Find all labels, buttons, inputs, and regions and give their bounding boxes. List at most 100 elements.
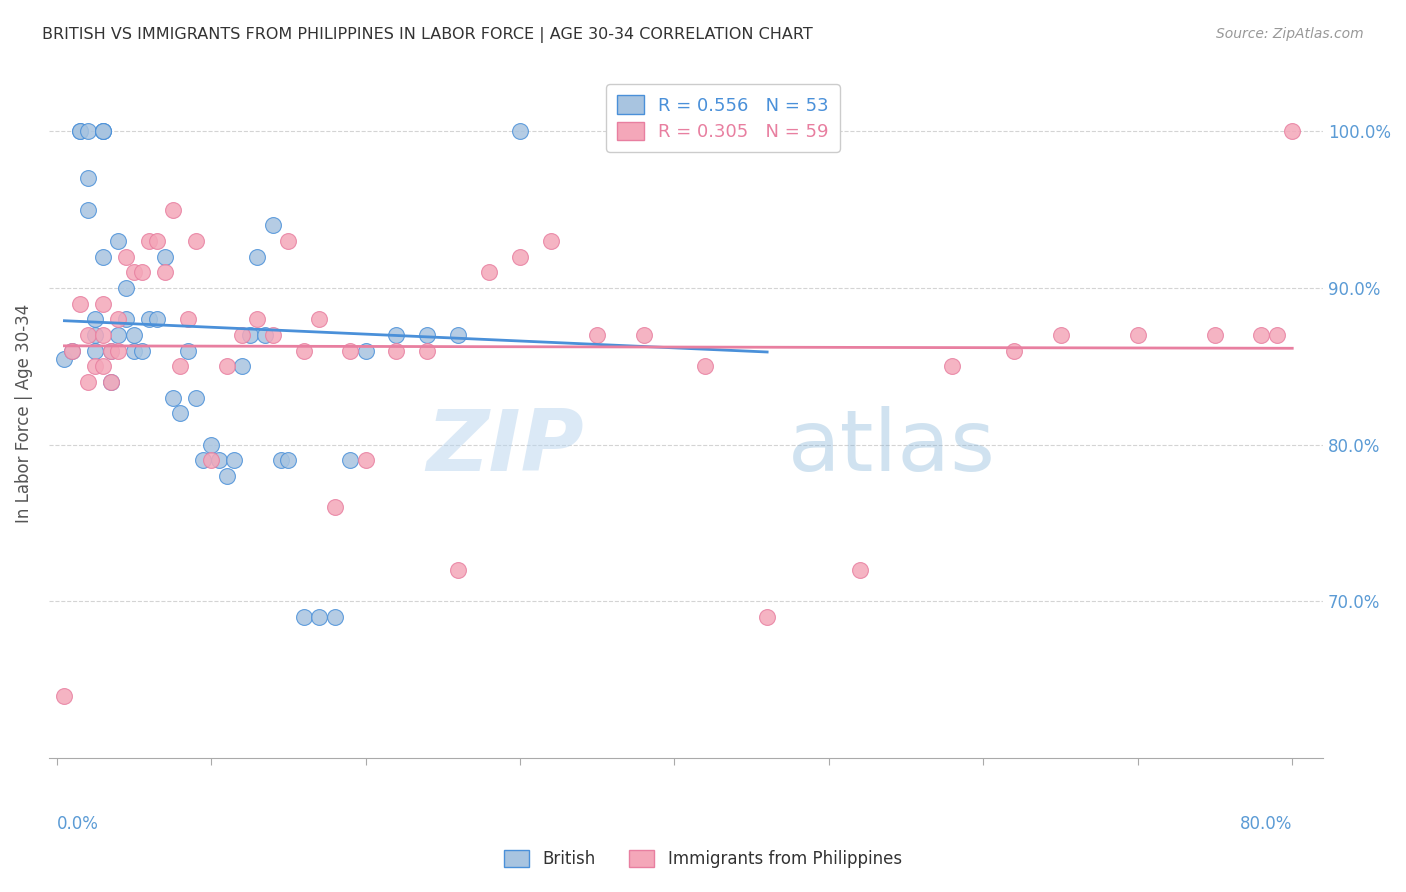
- Point: [122, 328, 145, 343]
- Point: [122, 265, 145, 279]
- Point: [177, 312, 200, 326]
- Point: [100, 375, 122, 389]
- Point: [138, 234, 160, 248]
- Point: [1265, 328, 1288, 343]
- Point: [115, 312, 138, 326]
- Point: [941, 359, 963, 374]
- Point: [115, 281, 138, 295]
- Point: [193, 453, 215, 467]
- Point: [131, 265, 153, 279]
- Point: [169, 359, 191, 374]
- Point: [162, 202, 184, 217]
- Point: [756, 610, 779, 624]
- Point: [100, 343, 122, 358]
- Point: [1250, 328, 1272, 343]
- Point: [478, 265, 501, 279]
- Point: [447, 328, 470, 343]
- Point: [60, 343, 83, 358]
- Point: [323, 500, 346, 515]
- Point: [270, 453, 292, 467]
- Y-axis label: In Labor Force | Age 30-34: In Labor Force | Age 30-34: [15, 304, 32, 523]
- Point: [208, 453, 231, 467]
- Point: [540, 234, 562, 248]
- Point: [215, 359, 238, 374]
- Point: [695, 359, 717, 374]
- Point: [91, 124, 114, 138]
- Point: [262, 219, 284, 233]
- Point: [69, 124, 91, 138]
- Point: [1281, 124, 1303, 138]
- Point: [91, 250, 114, 264]
- Point: [153, 265, 176, 279]
- Point: [53, 689, 76, 703]
- Point: [292, 343, 315, 358]
- Point: [162, 391, 184, 405]
- Point: [200, 453, 222, 467]
- Point: [122, 343, 145, 358]
- Point: [146, 312, 169, 326]
- Text: atlas: atlas: [787, 407, 995, 490]
- Point: [354, 343, 377, 358]
- Point: [84, 328, 107, 343]
- Point: [60, 343, 83, 358]
- Point: [246, 250, 269, 264]
- Legend: British, Immigrants from Philippines: British, Immigrants from Philippines: [498, 843, 908, 875]
- Point: [633, 124, 655, 138]
- Point: [633, 328, 655, 343]
- Point: [509, 124, 531, 138]
- Point: [76, 171, 98, 186]
- Point: [107, 343, 129, 358]
- Point: [385, 328, 408, 343]
- Point: [84, 312, 107, 326]
- Point: [200, 438, 222, 452]
- Point: [277, 234, 299, 248]
- Text: ZIP: ZIP: [426, 407, 583, 490]
- Point: [76, 375, 98, 389]
- Point: [107, 312, 129, 326]
- Point: [84, 343, 107, 358]
- Point: [84, 359, 107, 374]
- Point: [153, 250, 176, 264]
- Point: [231, 359, 253, 374]
- Point: [308, 610, 330, 624]
- Legend: R = 0.556   N = 53, R = 0.305   N = 59: R = 0.556 N = 53, R = 0.305 N = 59: [606, 85, 839, 152]
- Point: [76, 202, 98, 217]
- Point: [91, 124, 114, 138]
- Text: Source: ZipAtlas.com: Source: ZipAtlas.com: [1216, 27, 1364, 41]
- Point: [131, 343, 153, 358]
- Point: [1204, 328, 1226, 343]
- Point: [100, 343, 122, 358]
- Point: [53, 351, 76, 366]
- Point: [262, 328, 284, 343]
- Point: [100, 375, 122, 389]
- Point: [416, 343, 439, 358]
- Point: [1049, 328, 1071, 343]
- Point: [169, 406, 191, 420]
- Point: [1002, 343, 1025, 358]
- Point: [184, 234, 207, 248]
- Point: [354, 453, 377, 467]
- Point: [231, 328, 253, 343]
- Point: [509, 250, 531, 264]
- Point: [246, 312, 269, 326]
- Point: [239, 328, 262, 343]
- Point: [447, 563, 470, 577]
- Point: [91, 124, 114, 138]
- Point: [91, 296, 114, 310]
- Point: [416, 328, 439, 343]
- Point: [146, 234, 169, 248]
- Point: [107, 328, 129, 343]
- Point: [254, 328, 277, 343]
- Point: [107, 234, 129, 248]
- Point: [69, 124, 91, 138]
- Text: 80.0%: 80.0%: [1240, 814, 1292, 832]
- Point: [586, 328, 609, 343]
- Point: [339, 453, 361, 467]
- Point: [224, 453, 246, 467]
- Point: [69, 296, 91, 310]
- Point: [756, 124, 779, 138]
- Point: [76, 124, 98, 138]
- Point: [177, 343, 200, 358]
- Point: [76, 328, 98, 343]
- Point: [215, 469, 238, 483]
